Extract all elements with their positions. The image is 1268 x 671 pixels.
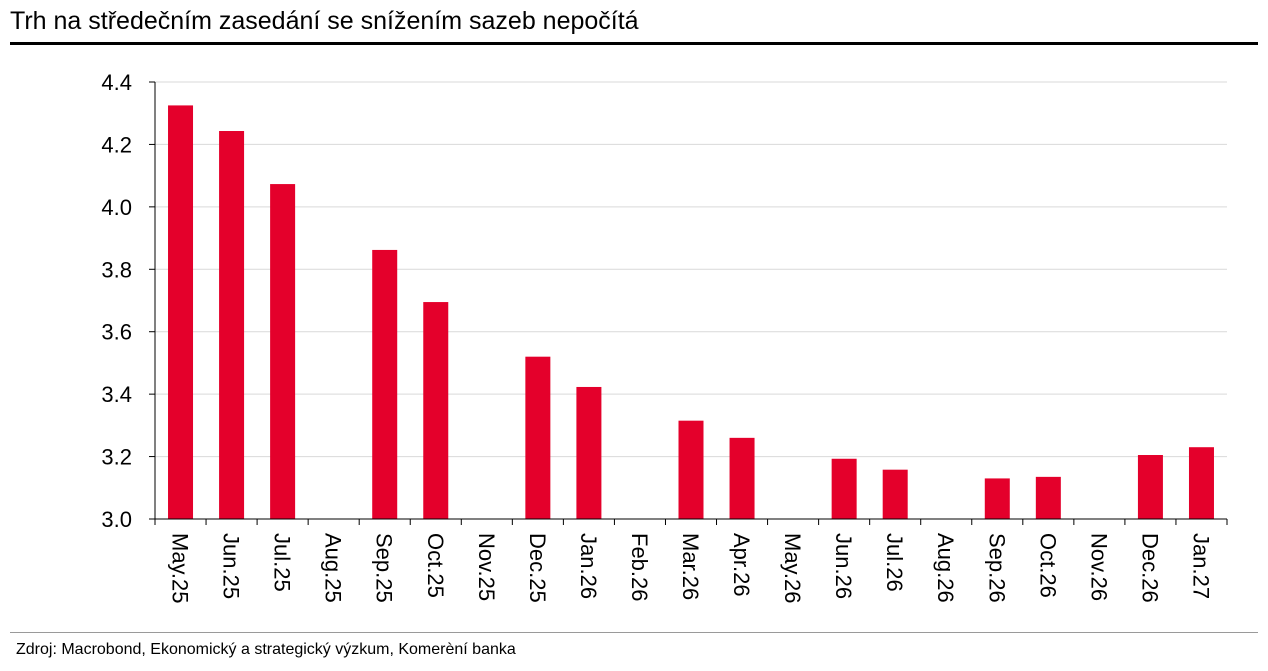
y-tick-label: 4.4 — [101, 70, 132, 95]
bar-dec-25 — [525, 356, 551, 519]
y-tick-label: 3.2 — [101, 445, 132, 470]
x-tick-labels: May.25 Jun.25 Jul.25 Aug.25 Sep.25 Oct.25 Nov.… — [168, 533, 1214, 604]
x-tick-label: Apr.26 — [729, 533, 754, 597]
y-tick-label: 3.8 — [101, 257, 132, 282]
x-tick-label: Feb.26 — [627, 533, 652, 602]
bar-oct-26 — [1035, 476, 1061, 519]
source-note: Zdroj: Macrobond, Ekonomický a strategic… — [16, 641, 516, 658]
y-tick-labels: 3.0 3.2 3.4 3.6 3.8 4.0 4.2 4.4 — [101, 70, 132, 532]
y-tick-label: 3.0 — [101, 507, 132, 532]
axes — [149, 81, 1228, 525]
x-tick-label: Aug.26 — [933, 533, 958, 603]
x-tick-label: Jun.25 — [219, 533, 244, 599]
x-tick-label: Dec.26 — [1137, 533, 1162, 603]
bars — [168, 105, 1214, 520]
bar-jul-25 — [270, 184, 296, 519]
x-tick-label: Jan.26 — [576, 533, 601, 599]
bar-jan-27 — [1188, 447, 1214, 519]
x-tick-label: Aug.25 — [321, 533, 346, 603]
chart-title: Trh na středečním zasedání se snížením s… — [10, 7, 639, 35]
x-tick-label: Jul.25 — [270, 533, 295, 592]
gridlines — [155, 81, 1227, 458]
x-tick-label: Nov.26 — [1086, 533, 1111, 601]
x-tick-label: Jun.26 — [831, 533, 856, 599]
x-tick-label: May.25 — [168, 533, 193, 604]
x-tick-label: May.26 — [780, 533, 805, 604]
y-tick-label: 3.6 — [101, 320, 132, 345]
x-tick-label: Oct.25 — [423, 533, 448, 598]
bar-sep-26 — [984, 478, 1010, 519]
x-tick-label: Oct.26 — [1035, 533, 1060, 598]
bar-sep-25 — [372, 249, 398, 519]
x-tick-label: Dec.25 — [525, 533, 550, 603]
bar-chart: 3.0 3.2 3.4 3.6 3.8 4.0 4.2 4.4 May.25 Jun.25 Jul… — [101, 70, 1228, 604]
bar-dec-26 — [1137, 455, 1163, 519]
bar-may-25 — [168, 105, 194, 520]
bar-oct-25 — [423, 302, 449, 519]
y-tick-label: 4.0 — [101, 195, 132, 220]
x-tick-label: Mar.26 — [678, 533, 703, 600]
x-tick-label: Jul.26 — [882, 533, 907, 592]
bar-mar-26 — [678, 420, 704, 519]
bar-jan-26 — [576, 386, 602, 519]
x-tick-label: Jan.27 — [1188, 533, 1213, 599]
y-tick-label: 3.4 — [101, 382, 132, 407]
x-tick-label: Nov.25 — [474, 533, 499, 601]
y-tick-label: 4.2 — [101, 132, 132, 157]
x-tick-label: Sep.25 — [372, 533, 397, 603]
bar-jun-26 — [831, 458, 857, 519]
bar-jun-25 — [219, 131, 245, 520]
source-rule — [10, 632, 1258, 633]
x-tick-label: Sep.26 — [984, 533, 1009, 603]
bar-apr-26 — [729, 437, 755, 519]
title-rule — [10, 42, 1258, 45]
bar-jul-26 — [882, 469, 908, 519]
